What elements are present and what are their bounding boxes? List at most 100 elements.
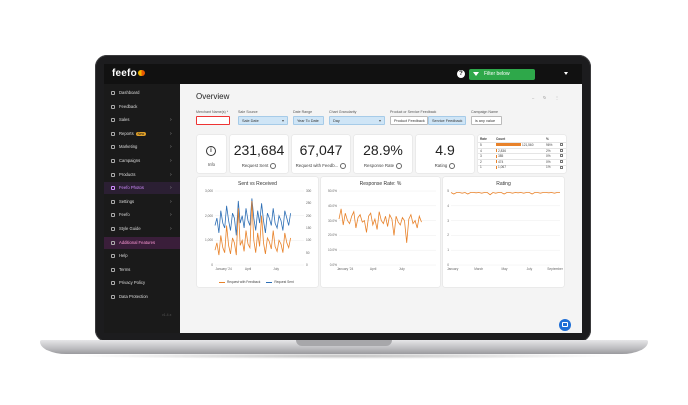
y-right-tick-label: 150 bbox=[306, 226, 312, 230]
more-icon[interactable]: ⋮ bbox=[555, 95, 559, 100]
info-icon[interactable] bbox=[340, 163, 347, 169]
sidebar-item-reports[interactable]: Reports New › bbox=[104, 128, 180, 140]
campaigns-icon bbox=[111, 159, 115, 163]
sidebar-item-text: Style Guide bbox=[119, 226, 141, 231]
date-range-select[interactable]: Year To Date bbox=[293, 116, 324, 125]
sidebar-item-label: Feefo Photos bbox=[119, 182, 144, 194]
feefo-logo[interactable]: feefo bbox=[112, 68, 145, 79]
sidebar-item-feefo-photos[interactable]: Feefo Photos › bbox=[104, 182, 180, 195]
refresh-icon[interactable]: ↻ bbox=[543, 95, 547, 100]
kpi-label-text: Request Sent bbox=[241, 163, 269, 169]
top-bar: feefo ? Filter below bbox=[104, 64, 582, 84]
feedback-icon bbox=[111, 104, 115, 109]
sidebar-item-feedback[interactable]: Feedback bbox=[104, 101, 180, 113]
series-line-request-with-feedback bbox=[214, 200, 291, 256]
legend-label: Request Sent bbox=[274, 280, 294, 284]
chat-button[interactable] bbox=[559, 319, 571, 331]
sidebar-item-campaigns[interactable]: Campaigns › bbox=[104, 155, 180, 167]
granularity-select[interactable]: Day bbox=[329, 116, 385, 125]
kpi-card-requests-feedback: 67,047 Request with Feedb... bbox=[292, 135, 350, 173]
rating-bar bbox=[496, 148, 497, 152]
chevron-right-icon: › bbox=[170, 198, 172, 205]
x-tick-label: July bbox=[399, 267, 405, 271]
x-tick-label: May bbox=[501, 267, 508, 271]
gear-icon bbox=[111, 199, 115, 204]
info-icon[interactable] bbox=[270, 163, 277, 169]
legend-item[interactable]: Request with Feedback bbox=[219, 280, 260, 284]
logo-text: feefo bbox=[112, 68, 137, 79]
row-checkbox[interactable] bbox=[560, 148, 563, 152]
chevron-right-icon: › bbox=[170, 117, 172, 124]
legend-swatch bbox=[219, 281, 225, 283]
kpi-label-text: Response Rate bbox=[363, 163, 395, 169]
sidebar-item-data-protection[interactable]: Data Protection bbox=[104, 291, 180, 303]
sidebar-item-help[interactable]: Help bbox=[104, 250, 180, 262]
rating-pct: 2% bbox=[546, 148, 551, 153]
sidebar-item-products[interactable]: Products › bbox=[104, 169, 180, 181]
sidebar-item-terms[interactable]: Terms bbox=[104, 264, 180, 276]
row-checkbox[interactable] bbox=[560, 143, 563, 147]
kpi-label-text: Request with Feedb... bbox=[295, 163, 339, 169]
minimize-icon[interactable]: – bbox=[532, 95, 535, 100]
sidebar-item-text: Data Protection bbox=[119, 294, 148, 299]
lock-icon bbox=[111, 295, 115, 299]
sidebar-item-sales[interactable]: Sales › bbox=[104, 114, 180, 126]
x-tick-label: July bbox=[273, 267, 279, 271]
sidebar-item-settings[interactable]: Settings › bbox=[104, 196, 180, 208]
chevron-right-icon: › bbox=[170, 144, 172, 151]
kpi-card-rating: 4.9 Rating bbox=[416, 135, 474, 173]
rating-count: 385 bbox=[498, 154, 504, 159]
sidebar-item-privacy-policy[interactable]: Privacy Policy bbox=[104, 277, 180, 289]
sale-source-label: Sale Source bbox=[238, 110, 258, 114]
rating-col-rate: Rate bbox=[480, 137, 487, 141]
y-tick-label: 30.0% bbox=[327, 218, 337, 223]
chevron-right-icon: › bbox=[170, 171, 172, 178]
sidebar-item-text: Additional Features bbox=[119, 239, 156, 245]
row-checkbox[interactable] bbox=[560, 154, 563, 158]
kpi-label: Request with Feedb... bbox=[292, 163, 350, 169]
sidebar-item-additional-features[interactable]: Additional Features bbox=[104, 236, 180, 249]
sidebar-item-feefo[interactable]: Feefo › bbox=[104, 209, 180, 221]
new-badge: New bbox=[135, 131, 147, 136]
sidebar-item-text: Reports bbox=[119, 130, 134, 136]
info-icon[interactable] bbox=[396, 163, 403, 169]
row-checkbox[interactable] bbox=[560, 165, 563, 169]
sidebar-item-dashboard[interactable]: Dashboard bbox=[104, 87, 180, 99]
y-right-tick-label: 250 bbox=[306, 201, 312, 206]
legend-item[interactable]: Request Sent bbox=[266, 280, 294, 284]
info-label: Info bbox=[208, 162, 215, 167]
sidebar-item-label: Feedback bbox=[119, 101, 137, 113]
star-icon bbox=[111, 240, 115, 245]
rating-bar bbox=[496, 143, 521, 147]
y-tick-label: 3 bbox=[447, 218, 449, 223]
kpi-value: 4.9 bbox=[435, 142, 455, 158]
service-feedback-toggle[interactable]: Service Feedback bbox=[428, 116, 466, 125]
help-icon[interactable]: ? bbox=[457, 70, 465, 78]
user-menu-caret-icon[interactable] bbox=[564, 72, 568, 75]
merchant-input[interactable] bbox=[196, 116, 230, 125]
chart-legend: Request with Feedback Request Sent bbox=[219, 280, 300, 284]
sidebar-item-marketing[interactable]: Marketing › bbox=[104, 141, 180, 153]
campaign-input[interactable]: is any value bbox=[471, 116, 502, 125]
sidebar-item-text: Dashboard bbox=[119, 90, 140, 95]
chart-sent-vs-received: Sent vs Received 0 1,000 2,000 3,000 0 50 100 1… bbox=[197, 177, 318, 287]
rating-rate: 1 bbox=[480, 165, 482, 170]
sidebar-item-label: Dashboard bbox=[119, 87, 140, 99]
sidebar-item-style-guide[interactable]: Style Guide › bbox=[104, 223, 180, 235]
main-content: Overview – ↻ ⋮ Merchant Name(s) * Sale S… bbox=[180, 84, 582, 333]
row-checkbox[interactable] bbox=[560, 160, 563, 163]
y-tick-label: 5 bbox=[447, 189, 449, 193]
kpi-value: 28.9% bbox=[363, 142, 403, 158]
monitor-icon bbox=[111, 91, 115, 95]
rating-bar bbox=[496, 160, 497, 164]
version-text: v1.4.x bbox=[162, 313, 172, 317]
chart-title: Response Rate: % bbox=[359, 181, 402, 187]
product-feedback-toggle[interactable]: Product Feedback bbox=[390, 116, 428, 125]
info-icon[interactable] bbox=[449, 163, 456, 169]
info-card[interactable]: i Info bbox=[197, 135, 226, 173]
sale-source-select[interactable]: Sale Date bbox=[238, 116, 288, 125]
sidebar-item-label: Privacy Policy bbox=[119, 277, 145, 289]
sales-icon bbox=[111, 118, 115, 123]
filter-button[interactable]: Filter below bbox=[469, 69, 535, 80]
sidebar-item-text: Sales bbox=[119, 117, 130, 123]
